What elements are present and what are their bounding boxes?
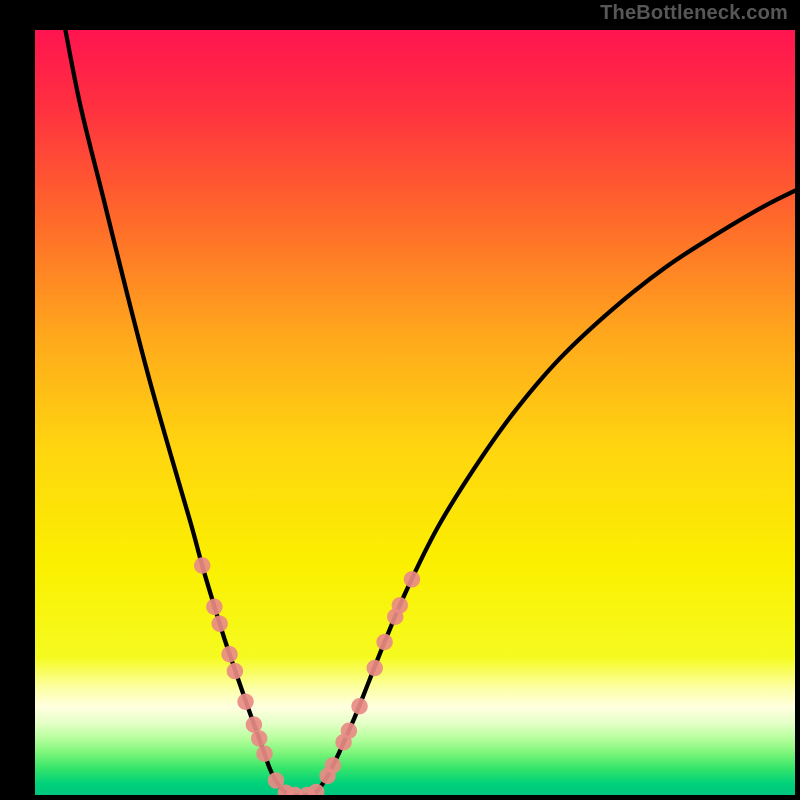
data-marker [308, 784, 324, 800]
data-marker [206, 599, 222, 615]
chart-stage: TheBottleneck.com [0, 0, 800, 800]
data-marker [351, 698, 367, 714]
data-marker [256, 745, 272, 761]
data-marker [376, 634, 392, 650]
data-marker [404, 571, 420, 587]
data-marker [237, 693, 253, 709]
chart-svg [0, 0, 800, 800]
data-marker [325, 757, 341, 773]
severity-heatmap [35, 30, 795, 795]
data-marker [221, 646, 237, 662]
attribution-label: TheBottleneck.com [600, 2, 788, 25]
data-marker [194, 557, 210, 573]
data-marker [227, 663, 243, 679]
data-marker [251, 730, 267, 746]
data-marker [392, 597, 408, 613]
data-marker [367, 660, 383, 676]
data-marker [341, 723, 357, 739]
data-marker [211, 615, 227, 631]
